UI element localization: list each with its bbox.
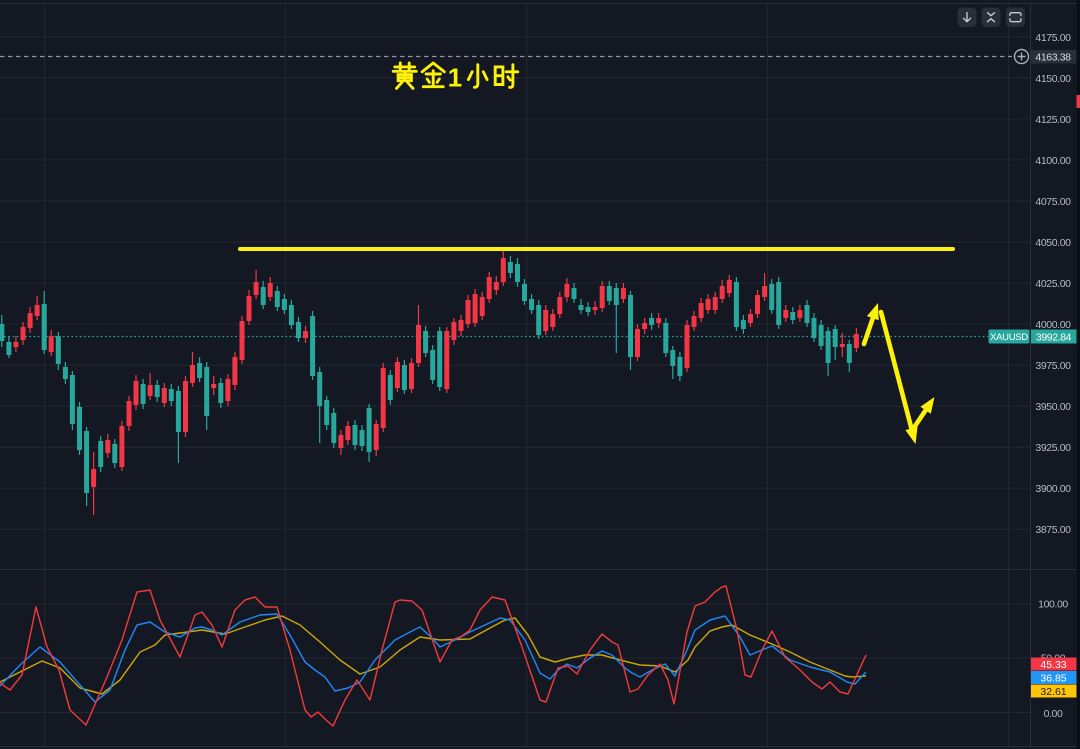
svg-text:45.33: 45.33 (1040, 659, 1066, 671)
svg-text:4050.00: 4050.00 (1035, 237, 1071, 249)
svg-text:3925.00: 3925.00 (1035, 442, 1071, 454)
svg-text:3992.84: 3992.84 (1036, 332, 1072, 344)
svg-text:3950.00: 3950.00 (1035, 401, 1071, 413)
svg-text:100.00: 100.00 (1038, 599, 1068, 611)
svg-text:4175.00: 4175.00 (1035, 32, 1071, 44)
svg-text:3900.00: 3900.00 (1035, 483, 1071, 495)
svg-text:32.61: 32.61 (1040, 686, 1066, 698)
svg-text:4150.00: 4150.00 (1035, 73, 1071, 85)
svg-text:3875.00: 3875.00 (1035, 524, 1071, 536)
svg-text:4100.00: 4100.00 (1035, 155, 1071, 167)
svg-text:4000.00: 4000.00 (1035, 319, 1071, 331)
svg-text:4025.00: 4025.00 (1035, 278, 1071, 290)
svg-text:36.85: 36.85 (1040, 673, 1066, 685)
svg-text:4125.00: 4125.00 (1035, 114, 1071, 126)
svg-text:4163.38: 4163.38 (1035, 52, 1071, 64)
svg-text:1: 1 (448, 63, 462, 93)
svg-text:3975.00: 3975.00 (1035, 360, 1071, 372)
svg-text:XAUUSD: XAUUSD (990, 332, 1028, 343)
svg-text:4075.00: 4075.00 (1035, 196, 1071, 208)
svg-text:0.00: 0.00 (1044, 708, 1063, 720)
